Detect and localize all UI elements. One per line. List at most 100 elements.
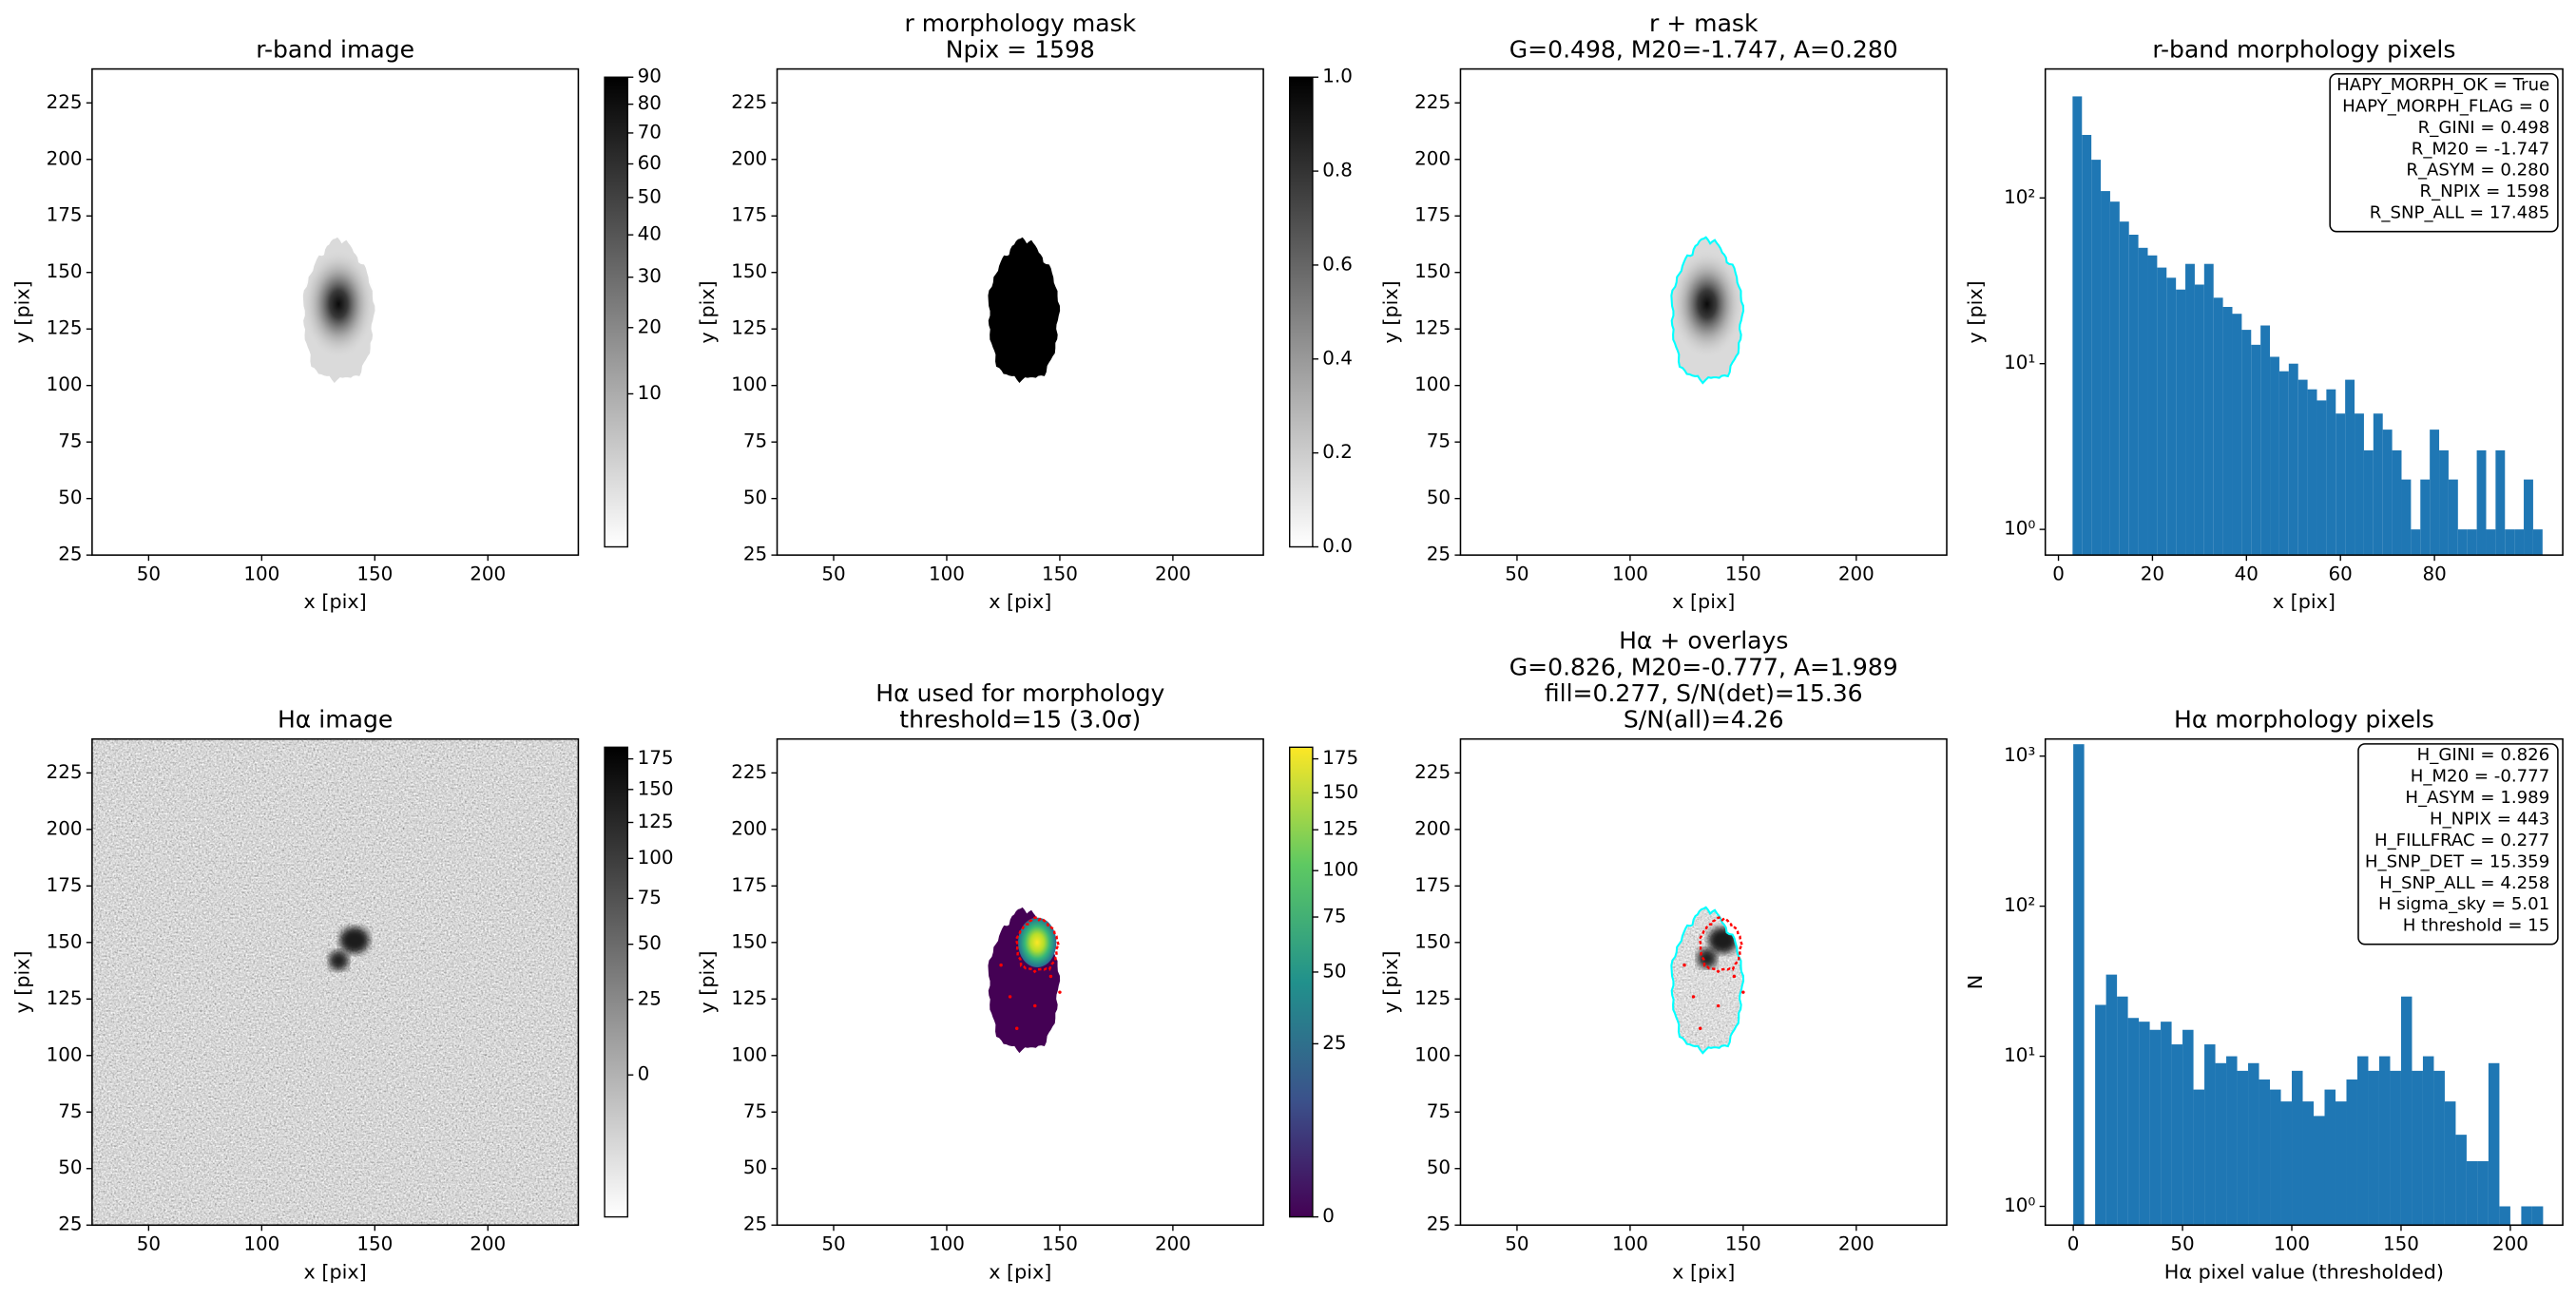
annotation-line: R_GINI = 0.498 xyxy=(2418,118,2550,138)
y-tick-label: 150 xyxy=(47,930,83,952)
y-axis-label: y [pix] xyxy=(1379,280,1402,343)
colorbar-tick-label: 150 xyxy=(1322,781,1358,803)
axes-frame xyxy=(1459,67,1948,556)
panel-title: G=0.826, M20=-0.777, A=1.989 xyxy=(1509,653,1898,680)
colorbar-tick-label: 1.0 xyxy=(1322,66,1353,87)
x-axis-label: x [pix] xyxy=(989,1260,1051,1283)
histogram-bar xyxy=(2439,449,2449,556)
histogram-bar xyxy=(2368,1070,2379,1226)
histogram-bar xyxy=(2457,529,2468,556)
y-tick-label: 150 xyxy=(1414,930,1451,952)
x-axis-label: x [pix] xyxy=(2273,590,2336,613)
y-tick-label: 100 xyxy=(47,1043,83,1065)
y-tick-label: 25 xyxy=(1427,1213,1451,1235)
annotation-line: HAPY_MORPH_FLAG = 0 xyxy=(2342,96,2549,116)
histogram-bar xyxy=(2499,1206,2510,1226)
source-core xyxy=(1697,948,1718,968)
histogram-bar xyxy=(2248,1062,2259,1226)
plot-area xyxy=(2072,96,2543,556)
x-tick-label: 150 xyxy=(356,1232,393,1254)
plot-area xyxy=(2073,744,2544,1226)
histogram-bar xyxy=(2073,744,2085,1226)
annotation-box xyxy=(2329,72,2559,233)
panel-title: r-band morphology pixels xyxy=(2152,36,2455,64)
histogram-bar xyxy=(2270,356,2279,556)
y-axis-label: N xyxy=(1964,975,1987,989)
histogram-bar xyxy=(2324,1089,2336,1226)
source-core xyxy=(339,926,370,954)
mask-outline xyxy=(1670,906,1745,1055)
source-core xyxy=(1017,917,1057,967)
colorbar-tick-label: 0.0 xyxy=(1322,535,1353,557)
x-tick-label: 0 xyxy=(2052,563,2065,584)
colorbar-tick-label: 0 xyxy=(638,1063,650,1085)
histogram-bar xyxy=(2524,479,2533,556)
histogram-bar xyxy=(2430,430,2440,556)
histogram-bar xyxy=(2166,277,2177,556)
histogram-bar xyxy=(2161,1022,2172,1226)
histogram-bar xyxy=(2138,247,2148,556)
y-tick-label: 125 xyxy=(47,987,83,1009)
x-tick-label: 150 xyxy=(356,563,393,584)
y-tick-label: 100 xyxy=(1414,373,1451,395)
histogram-bar xyxy=(2336,413,2346,556)
y-tick-label: 50 xyxy=(58,1156,82,1178)
colorbar-tick-label: 0.6 xyxy=(1322,253,1353,275)
histogram-bar xyxy=(2444,1101,2456,1226)
x-tick-label: 200 xyxy=(470,1232,506,1254)
x-tick-label: 150 xyxy=(2383,1232,2419,1254)
histogram-bar xyxy=(2531,1206,2544,1226)
colorbar-tick-label: 70 xyxy=(638,121,662,143)
panel-title: Hα used for morphology xyxy=(875,679,1164,707)
x-axis-label: x [pix] xyxy=(1672,590,1735,613)
y-tick-label: 200 xyxy=(47,817,83,839)
x-tick-label: 200 xyxy=(470,563,506,584)
histogram-bar xyxy=(2182,1029,2194,1226)
histogram-bar xyxy=(2521,1206,2532,1226)
histogram-bar xyxy=(2128,234,2139,556)
histogram-bar xyxy=(2307,389,2317,556)
axes-frame xyxy=(776,737,1264,1227)
y-tick-label: 10⁰ xyxy=(2004,1194,2035,1216)
x-tick-label: 50 xyxy=(1505,563,1528,584)
histogram-bar xyxy=(2302,1101,2315,1226)
y-tick-label: 175 xyxy=(731,874,767,896)
annotation-line: R_SNP_ALL = 17.485 xyxy=(2370,203,2549,223)
axes-frame xyxy=(2044,67,2564,556)
histogram-bar xyxy=(2288,363,2298,556)
histogram-bar xyxy=(2292,1070,2303,1226)
y-tick-label: 150 xyxy=(47,260,83,282)
histogram-bar xyxy=(2072,96,2083,556)
histogram-bar xyxy=(2400,996,2413,1226)
histogram-bar xyxy=(2390,1070,2401,1226)
histogram-bar xyxy=(2505,529,2515,556)
contour-dot xyxy=(1698,1026,1702,1030)
x-tick-label: 150 xyxy=(1725,563,1761,584)
annotation-line: R_NPIX = 1598 xyxy=(2420,181,2550,201)
histogram-bar xyxy=(2455,1135,2467,1226)
annotation-box xyxy=(2357,743,2559,946)
histogram-bar xyxy=(2448,479,2458,556)
histogram-bar xyxy=(2346,1079,2357,1226)
panel-title: r morphology mask xyxy=(904,10,1136,37)
y-tick-label: 75 xyxy=(743,430,767,452)
axes-frame xyxy=(2044,737,2564,1227)
threshold-contour xyxy=(1698,916,1743,974)
y-tick-label: 75 xyxy=(743,1100,767,1122)
y-axis-label: y [pix] xyxy=(1964,280,1987,343)
histogram-bar xyxy=(2280,1101,2293,1226)
colorbar-tick-label: 50 xyxy=(1322,960,1346,982)
histogram-bar xyxy=(2147,255,2158,556)
contour-dot xyxy=(1008,995,1012,999)
colorbar-tick-label: 75 xyxy=(1322,906,1346,927)
colorbar-tick-label: 0.8 xyxy=(1322,160,1353,181)
axes-frame xyxy=(91,67,580,556)
y-tick-label: 75 xyxy=(1427,1100,1451,1122)
plot-area xyxy=(1460,68,1948,556)
annotation-line: H_FILLFRAC = 0.277 xyxy=(2374,831,2549,850)
y-tick-label: 10² xyxy=(2004,186,2035,208)
histogram-bar xyxy=(2392,449,2402,556)
y-tick-label: 150 xyxy=(731,260,767,282)
plot-area xyxy=(91,68,579,556)
x-tick-label: 200 xyxy=(1838,1232,1874,1254)
